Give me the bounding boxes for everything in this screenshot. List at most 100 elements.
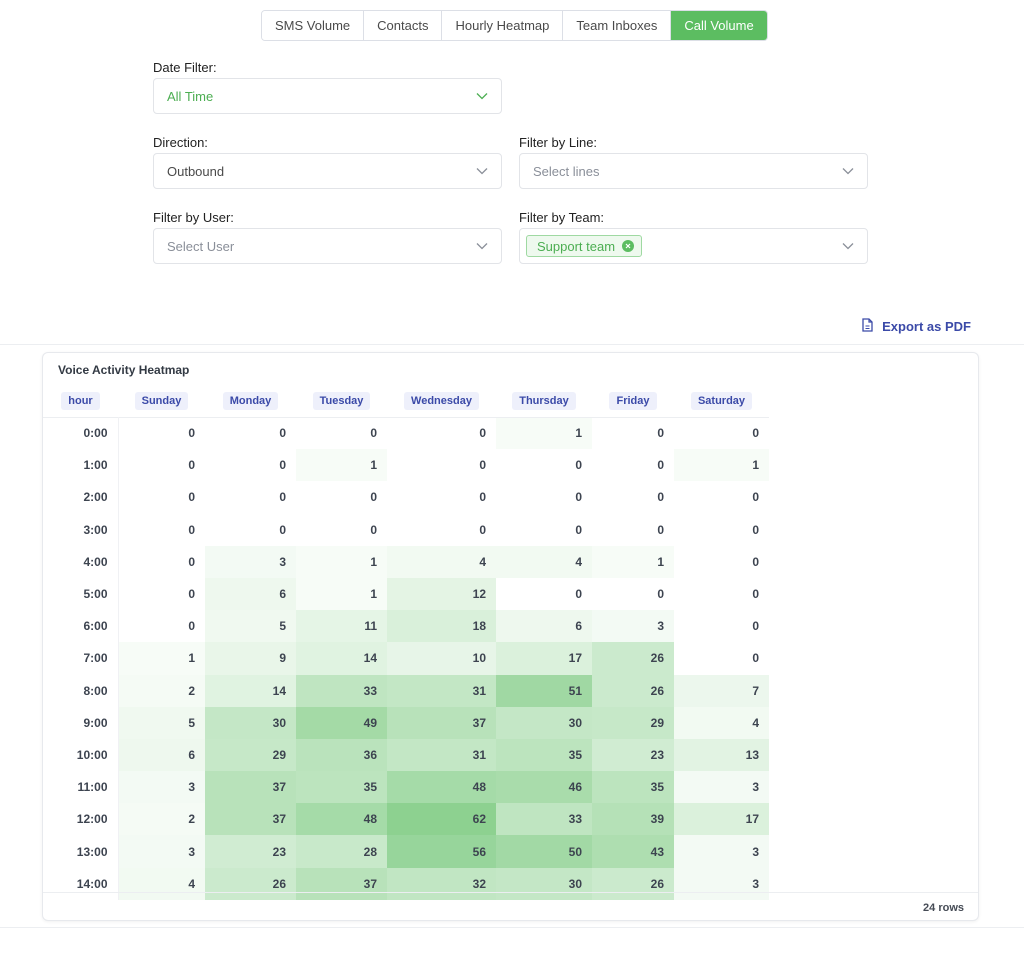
tab-call-volume[interactable]: Call Volume — [671, 11, 767, 40]
heatmap-cell: 0 — [188, 426, 195, 441]
heatmap-cell: 0 — [479, 522, 486, 537]
team-filter-select[interactable]: Support team — [519, 228, 868, 264]
heatmap-cell: 48 — [296, 803, 387, 836]
column-header-saturday[interactable]: Saturday — [674, 385, 769, 417]
heatmap-cell: 0 — [279, 426, 286, 441]
table-row: 7:00 1 9 14 10 17 26 0 — [43, 642, 769, 675]
table-row: 12:00 2 37 48 62 33 39 17 — [43, 803, 769, 836]
heatmap-cell: 18 — [387, 610, 496, 643]
heatmap-cell: 0 — [188, 490, 195, 505]
heatmap-cell: 49 — [296, 706, 387, 739]
heatmap-cell: 4 — [496, 545, 592, 578]
heatmap-cell: 23 — [592, 738, 674, 772]
team-filter-label: Filter by Team: — [519, 210, 605, 225]
tab-hourly-heatmap[interactable]: Hourly Heatmap — [442, 11, 564, 40]
hour-cell: 3:00 — [43, 513, 119, 546]
heatmap-cell: 0 — [657, 490, 664, 505]
heatmap-cell: 0 — [752, 522, 759, 537]
heatmap-cell: 3 — [674, 771, 769, 804]
heatmap-cell: 31 — [387, 738, 496, 772]
table-row: 2:00 0 0 0 0 0 0 0 — [43, 481, 769, 514]
direction-label: Direction: — [153, 135, 208, 150]
column-header-monday[interactable]: Monday — [205, 385, 296, 417]
heatmap-cell: 0 — [188, 458, 195, 473]
column-header-label: Friday — [609, 391, 657, 410]
chevron-down-icon — [842, 165, 854, 177]
column-header-sunday[interactable]: Sunday — [118, 385, 205, 417]
line-filter-select[interactable]: Select lines — [519, 153, 868, 189]
report-tabs: SMS Volume Contacts Hourly Heatmap Team … — [261, 10, 768, 41]
hour-cell: 10:00 — [43, 738, 119, 772]
heatmap-cell: 29 — [592, 706, 674, 739]
column-header-tuesday[interactable]: Tuesday — [296, 385, 387, 417]
divider — [43, 892, 978, 893]
team-tag: Support team — [526, 235, 643, 257]
heatmap-cell: 0 — [752, 587, 759, 602]
heatmap-cell: 30 — [496, 867, 592, 900]
heatmap-cell: 26 — [592, 867, 674, 900]
column-header-wednesday[interactable]: Wednesday — [387, 385, 496, 417]
chevron-down-icon — [842, 240, 854, 252]
heatmap-cell: 1 — [296, 545, 387, 578]
heatmap-cell: 0 — [188, 619, 195, 634]
heatmap-cell: 4 — [387, 545, 496, 578]
table-row: 9:00 5 30 49 37 30 29 4 — [43, 706, 769, 739]
heatmap-header-row: hour Sunday Monday Tuesday Wednesday Thu… — [43, 385, 769, 417]
heatmap-cell: 0 — [575, 522, 582, 537]
tab-contacts[interactable]: Contacts — [364, 11, 443, 40]
table-row: 10:00 6 29 36 31 35 23 13 — [43, 738, 769, 772]
heatmap-cell: 26 — [205, 867, 296, 900]
heatmap-cell: 33 — [496, 803, 592, 836]
heatmap-cell: 39 — [592, 803, 674, 836]
heatmap-cell: 1 — [592, 545, 674, 578]
hour-cell: 0:00 — [43, 417, 119, 450]
heatmap-cell: 0 — [752, 490, 759, 505]
heatmap-cell: 3 — [118, 771, 205, 804]
table-row: 13:00 3 23 28 56 50 43 3 — [43, 835, 769, 868]
column-header-thursday[interactable]: Thursday — [496, 385, 592, 417]
heatmap-cell: 0 — [188, 522, 195, 537]
column-header-hour[interactable]: hour — [43, 385, 118, 417]
heatmap-cell: 17 — [496, 642, 592, 675]
heatmap-cell: 0 — [575, 490, 582, 505]
tab-team-inboxes[interactable]: Team Inboxes — [563, 11, 672, 40]
heatmap-cell: 0 — [657, 522, 664, 537]
heatmap-cell: 48 — [387, 771, 496, 804]
heatmap-cell: 56 — [387, 835, 496, 868]
heatmap-cell: 0 — [370, 490, 377, 505]
heatmap-cell: 23 — [205, 835, 296, 868]
column-header-label: Monday — [222, 391, 279, 410]
table-row: 3:00 0 0 0 0 0 0 0 — [43, 513, 769, 546]
heatmap-cell: 10 — [387, 642, 496, 675]
date-filter-label: Date Filter: — [153, 60, 217, 75]
column-header-label: Tuesday — [312, 391, 371, 410]
heatmap-cell: 2 — [118, 803, 205, 836]
table-row: 14:00 4 26 37 32 30 26 3 — [43, 867, 769, 900]
heatmap-cell: 50 — [496, 835, 592, 868]
heatmap-cell: 26 — [592, 674, 674, 707]
heatmap-cell: 31 — [387, 674, 496, 707]
column-header-label: Thursday — [512, 391, 576, 410]
direction-select[interactable]: Outbound — [153, 153, 502, 189]
heatmap-cell: 0 — [752, 426, 759, 441]
user-filter-select[interactable]: Select User — [153, 228, 502, 264]
heatmap-cell: 0 — [752, 619, 759, 634]
column-header-label: Saturday — [690, 391, 753, 410]
tab-sms-volume[interactable]: SMS Volume — [262, 11, 365, 40]
team-tag-label: Support team — [537, 238, 616, 254]
heatmap-cell: 37 — [205, 803, 296, 836]
line-filter-placeholder: Select lines — [533, 163, 600, 179]
hour-cell: 1:00 — [43, 449, 119, 482]
heatmap-cell: 0 — [479, 458, 486, 473]
heatmap-title: Voice Activity Heatmap — [58, 363, 190, 377]
heatmap-cell: 29 — [205, 738, 296, 772]
export-pdf-button[interactable]: Export as PDF — [861, 318, 971, 335]
heatmap-cell: 14 — [296, 642, 387, 675]
hour-cell: 6:00 — [43, 610, 119, 643]
column-header-friday[interactable]: Friday — [592, 385, 674, 417]
date-filter-select[interactable]: All Time — [153, 78, 502, 114]
remove-tag-icon[interactable] — [622, 240, 635, 252]
heatmap-cell: 13 — [674, 738, 769, 772]
heatmap-cell: 0 — [188, 554, 195, 569]
heatmap-cell: 5 — [205, 610, 296, 643]
